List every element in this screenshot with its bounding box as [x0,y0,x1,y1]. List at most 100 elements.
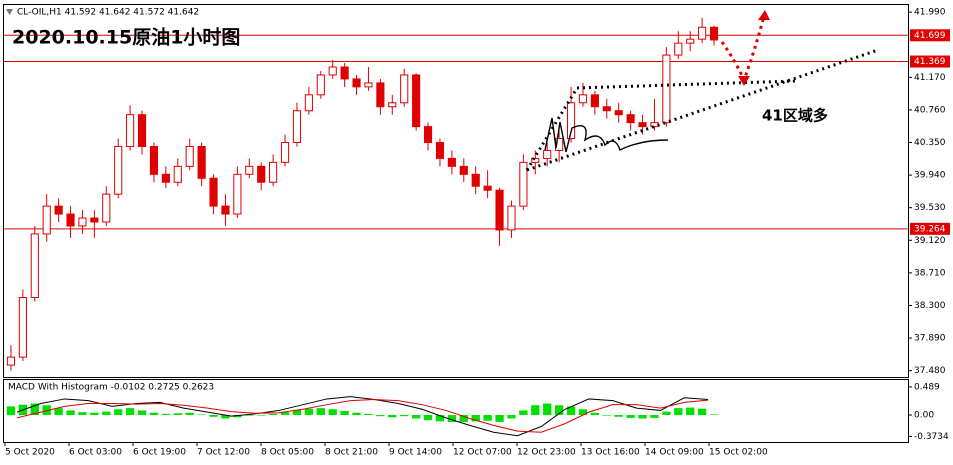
candle-body [483,185,492,191]
histogram-bar [257,415,266,416]
candle-body [280,142,290,163]
level-label: 39.264 [914,224,946,234]
histogram-bar [137,410,147,416]
candle-body [269,161,278,183]
histogram-bar [268,413,278,416]
histogram-bar [495,415,504,422]
histogram-bar [662,411,671,416]
candle-body [352,78,361,88]
histogram-bar [328,409,337,416]
histogram-bar [411,415,421,419]
histogram-bar [161,413,171,416]
histogram-bar [66,410,75,416]
candle-body [447,157,456,167]
histogram-bar [102,411,111,416]
y-tick-label: 0.00 [914,411,934,421]
histogram-bar [459,415,468,422]
histogram-bar [125,408,135,416]
histogram-bar [709,414,719,416]
candle-body [328,66,337,76]
histogram-bar [471,415,480,422]
x-tick-label: 12 Oct 07:00 [453,448,512,458]
histogram-bar [173,413,182,416]
x-tick-label: 8 Oct 05:00 [261,448,314,458]
candle-body [543,149,552,159]
macd-line [16,399,709,433]
y-tick-label: 39.120 [914,236,946,246]
level-label-box [910,55,950,68]
candle-body [78,217,87,227]
histogram-bar [292,409,302,416]
histogram-bar [566,406,576,416]
symbol-header: CL-OIL,H1 41.592 41.642 41.572 41.642 [17,8,199,18]
candle-body [42,205,51,235]
candle-body [412,74,421,128]
y-tick-label: 40.760 [914,105,946,115]
y-tick-label: 37.890 [914,334,946,344]
y-tick-label: 41.990 [914,8,946,18]
y-tick-label: 38.710 [914,268,946,278]
candle-body [614,110,623,116]
chart-title: 2020.10.15原油1小时图 [12,27,240,49]
histogram-bar [543,403,552,416]
candle-body [423,126,433,144]
histogram-bar [638,415,647,419]
annotation: 41区域多 [762,107,828,125]
x-tick-label: 9 Oct 14:00 [389,448,442,458]
candle-body [578,94,588,104]
level-label-box [910,222,950,235]
triangle-side [525,87,579,171]
candle-body [364,82,373,88]
candle-body [388,102,397,108]
histogram-bar [30,403,39,416]
x-tick-label: 12 Oct 23:00 [517,448,576,458]
candle-body [638,122,647,128]
histogram-bar [221,415,230,419]
candle-body [376,82,385,108]
y-tick-label: 38.300 [914,301,946,311]
candle-body [90,217,99,223]
histogram-bar [686,407,695,416]
candle-body [519,161,528,207]
level-label: 41.369 [914,57,946,67]
candle-body [245,165,254,175]
candle-body [197,145,206,179]
histogram-bar [531,405,540,416]
histogram-bar [149,412,159,416]
macd-header: MACD With Histogram -0.0102 0.2725 0.262… [8,383,214,393]
y-tick-label: 37.480 [914,366,946,376]
candle-body [18,297,27,358]
histogram-bar [90,412,99,416]
level-label-box [910,29,950,42]
histogram-bar [352,412,361,416]
candle-body [149,145,159,175]
histogram-bar [376,415,385,417]
macd-panel [3,379,909,443]
price-panel [3,4,909,378]
candle-body [221,205,230,215]
histogram-bar [400,415,409,417]
histogram-bar [423,415,433,421]
x-tick-label: 7 Oct 12:00 [197,448,250,458]
resistance-line [576,79,796,90]
candle-body [185,145,194,167]
histogram-bar [364,413,373,416]
x-tick-label: 15 Oct 02:00 [709,448,768,458]
annotations: CL-OIL,H1 41.592 41.642 41.572 41.642 20… [6,8,879,393]
candle-body [590,94,599,108]
histogram-bar [114,409,123,416]
candle-body [602,106,611,112]
histogram-bar [42,405,51,416]
histogram-bar [674,408,683,416]
y-tick-label: -0.3734 [914,432,949,442]
histogram-bar [519,410,528,416]
symbol-icon [6,9,13,15]
histogram-bar [209,415,218,417]
x-tick-label: 6 Oct 19:00 [133,448,186,458]
candle-body [400,74,409,104]
histogram-bar [340,411,349,416]
y-tick-label: 41.170 [914,73,946,83]
candle-body [662,54,671,124]
x-tick-label: 14 Oct 09:00 [645,448,704,458]
